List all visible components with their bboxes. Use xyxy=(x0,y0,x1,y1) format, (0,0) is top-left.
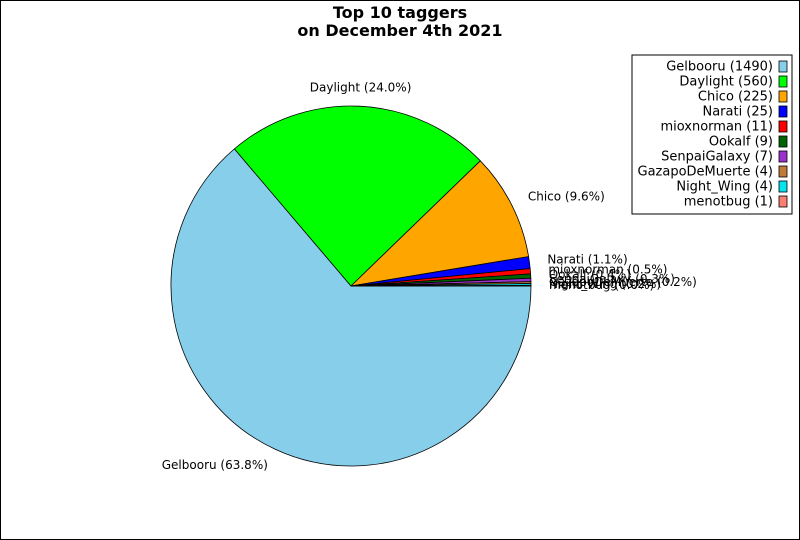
legend-box xyxy=(631,54,793,215)
legend-label-gelbooru: Gelbooru (1490) xyxy=(666,60,773,75)
pie-slice-chico xyxy=(350,160,529,287)
legend-swatch-senpaigalaxy xyxy=(778,150,788,163)
slice-label-gelbooru: Gelbooru (63.8%) xyxy=(162,458,268,472)
legend-swatch-narati xyxy=(778,105,788,118)
slice-label-chico: Chico (9.6%) xyxy=(528,189,605,203)
legend-swatch-ookalf xyxy=(778,135,788,148)
legend-label-menotbug: menotbug (1) xyxy=(684,195,773,210)
slice-label-menotbug: menotbug (0.0%) xyxy=(549,278,654,292)
legend-label-night-wing: Night_Wing (4) xyxy=(676,180,773,195)
slice-label-ookalf: Ookalf (0.4%) xyxy=(549,268,631,282)
chart-title-line-2: on December 4th 2021 xyxy=(297,21,502,40)
legend-label-daylight: Daylight (560) xyxy=(679,75,773,90)
legend-swatch-daylight xyxy=(778,75,788,88)
legend-swatch-mioxnorman xyxy=(778,120,788,133)
slice-label-narati: Narati (1.1%) xyxy=(547,253,627,267)
legend-swatch-menotbug xyxy=(778,195,788,208)
legend: Gelbooru (1490)Daylight (560)Chico (225)… xyxy=(631,54,793,215)
slice-label-senpaigalaxy: SenpaiGalaxy (0.3%) xyxy=(549,272,675,286)
legend-label-senpaigalaxy: SenpaiGalaxy (7) xyxy=(661,150,773,165)
pie-slices xyxy=(170,105,532,467)
legend-swatch-gelbooru xyxy=(778,60,788,73)
slice-label-daylight: Daylight (24.0%) xyxy=(310,81,412,95)
slice-label-gazapodemuerte: GazapoDeMuerte (0.2%) xyxy=(549,275,697,289)
pie-slice-gelbooru xyxy=(170,148,532,467)
legend-label-ookalf: Ookalf (9) xyxy=(709,135,773,150)
legend-swatch-night-wing xyxy=(778,180,788,193)
pie-labels: Gelbooru (63.8%) Daylight (24.0%) Chico (9… xyxy=(162,81,697,472)
legend-label-narati: Narati (25) xyxy=(702,105,773,120)
legend-swatch-chico xyxy=(778,90,788,103)
legend-swatch-gazapodemuerte xyxy=(778,165,788,178)
slice-label-mioxnorman: mioxnorman (0.5%) xyxy=(548,262,667,276)
legend-label-mioxnorman: mioxnorman (11) xyxy=(660,120,773,135)
chart-title-line-1: Top 10 taggers xyxy=(333,3,467,22)
legend-label-gazapodemuerte: GazapoDeMuerte (4) xyxy=(638,165,773,180)
slice-label-night-wing: Night_Wing (0.2%) xyxy=(549,277,661,291)
legend-label-chico: Chico (225) xyxy=(698,90,773,105)
pie-slice-daylight xyxy=(233,105,481,287)
